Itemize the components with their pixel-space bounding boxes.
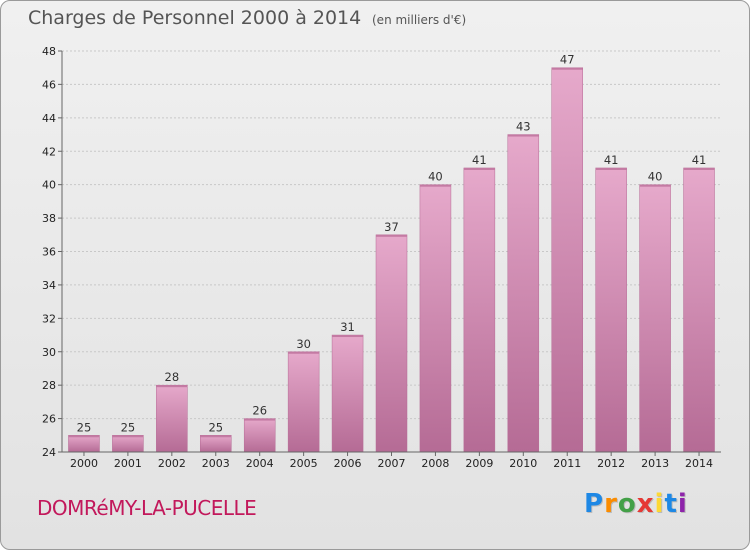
bar-top-edge <box>112 435 144 438</box>
x-tick-label: 2007 <box>378 457 406 470</box>
y-tick-label: 46 <box>42 78 56 91</box>
x-tick-label: 2005 <box>290 457 318 470</box>
x-tick-label: 2002 <box>158 457 186 470</box>
bar-value-label: 26 <box>252 404 267 418</box>
logo-letter: P <box>584 489 605 519</box>
x-tick-label: 2014 <box>685 457 713 470</box>
x-tick-label: 2013 <box>641 457 669 470</box>
logo-letter: r <box>604 489 618 519</box>
bar-value-label: 28 <box>165 370 180 384</box>
bar <box>551 67 583 453</box>
y-tick-label: 32 <box>42 312 56 325</box>
axes: 24 26 28 30 32 34 36 38 40 42 44 46 48 2000 2001 2002 20… <box>42 45 721 470</box>
bar-top-edge <box>332 335 364 338</box>
y-tick-label: 48 <box>42 45 56 58</box>
y-tick-label: 40 <box>42 179 56 192</box>
bar-value-label: 41 <box>604 153 619 167</box>
y-tick-label: 30 <box>42 346 56 359</box>
bar-top-edge <box>639 184 671 187</box>
bar <box>112 435 144 453</box>
bar-value-label: 47 <box>560 53 575 67</box>
bar-value-label: 41 <box>472 153 487 167</box>
bar-value-label: 40 <box>428 170 443 184</box>
y-tick-label: 28 <box>42 379 56 392</box>
y-tick-label: 42 <box>42 145 56 158</box>
y-tick-label: 38 <box>42 212 56 225</box>
bar-top-edge <box>419 184 451 187</box>
y-tick-label: 34 <box>42 279 56 292</box>
bar <box>287 351 320 453</box>
x-tick-label: 2012 <box>597 457 625 470</box>
bar-top-edge <box>156 385 188 388</box>
bar-value-label: 43 <box>516 120 531 134</box>
bar-top-edge <box>200 435 232 438</box>
bar <box>463 167 496 453</box>
bar <box>507 134 540 453</box>
logo-letter: i <box>677 489 688 519</box>
bar <box>331 334 364 453</box>
bar-value-label: 37 <box>384 220 399 234</box>
y-tick-label: 36 <box>42 246 56 259</box>
chart-title: Charges de Personnel 2000 à 2014 <box>28 7 362 29</box>
x-tick-label: 2003 <box>202 457 230 470</box>
bar <box>156 384 188 453</box>
bar <box>595 167 627 453</box>
bar <box>68 435 100 453</box>
x-tick-label: 2006 <box>334 457 362 470</box>
proxiti-logo: Proxiti <box>584 489 688 519</box>
bar <box>639 184 671 453</box>
bar-top-edge <box>463 167 495 170</box>
bar-top-edge <box>551 67 583 70</box>
y-tick-label: 24 <box>42 446 56 459</box>
bar-top-edge <box>595 167 627 170</box>
logo-letter: o <box>617 489 637 519</box>
x-tick-label: 2008 <box>421 457 449 470</box>
logo-letter: i <box>654 489 665 519</box>
logo-letter: t <box>664 489 678 519</box>
bar-value-label: 25 <box>121 420 136 434</box>
bar-top-edge <box>376 234 407 237</box>
bar <box>200 435 232 453</box>
x-tick-label: 2000 <box>70 457 98 470</box>
x-tick-label: 2009 <box>465 457 493 470</box>
bar-value-label: 25 <box>208 420 223 434</box>
bar <box>243 418 276 453</box>
bar-top-edge <box>68 435 100 438</box>
y-tick-label: 26 <box>42 413 56 426</box>
bar <box>419 184 452 453</box>
logo-letter: x <box>636 489 655 519</box>
x-tick-label: 2001 <box>114 457 142 470</box>
x-tick-label: 2010 <box>509 457 537 470</box>
bar-top-edge <box>683 167 715 170</box>
bar <box>683 167 715 453</box>
bar-value-label: 41 <box>692 153 707 167</box>
bar-top-edge <box>507 134 539 137</box>
chart-subtitle: (en milliers d'€) <box>372 13 467 27</box>
bar-value-label: 40 <box>648 170 663 184</box>
bar <box>375 234 408 453</box>
bars: 25 25 28 25 26 30 31 37 40 41 43 47 41 40 41 <box>68 53 715 453</box>
bar-top-edge <box>288 351 320 354</box>
bar-value-label: 25 <box>77 420 92 434</box>
y-tick-label: 44 <box>42 112 56 125</box>
bar-value-label: 30 <box>296 337 311 351</box>
commune-name: DOMRéMY-LA-PUCELLE <box>37 496 257 520</box>
x-tick-label: 2011 <box>553 457 581 470</box>
bar-value-label: 31 <box>340 320 355 334</box>
x-tick-label: 2004 <box>246 457 274 470</box>
bar-top-edge <box>244 418 276 421</box>
